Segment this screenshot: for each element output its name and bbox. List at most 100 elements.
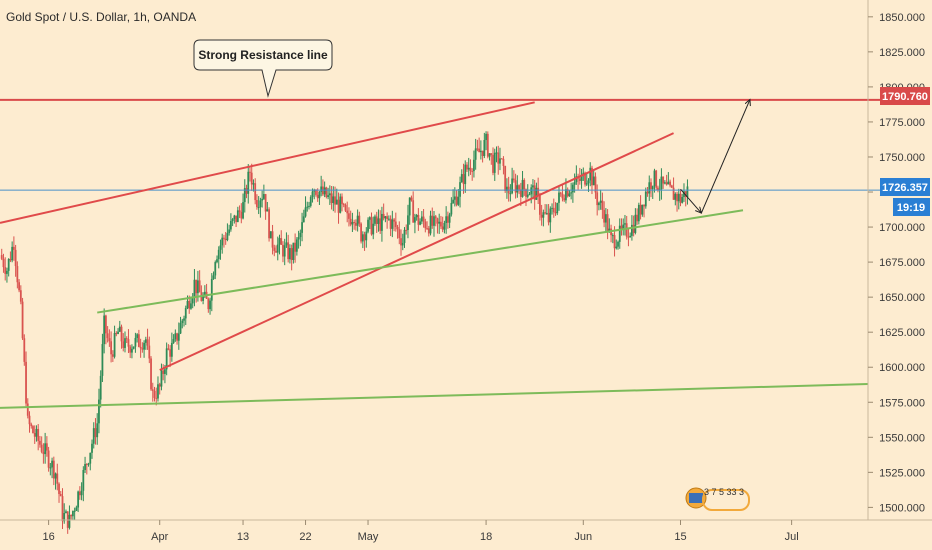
ascending-channel-upper-trendline[interactable] xyxy=(0,101,535,224)
candle-body xyxy=(328,193,331,196)
candle-body xyxy=(471,171,474,173)
candle-body xyxy=(315,189,317,195)
candle-body xyxy=(497,152,500,164)
candle-body xyxy=(70,514,73,517)
candle-body xyxy=(11,246,14,261)
candle-body xyxy=(137,334,140,347)
candle-body xyxy=(299,232,302,238)
y-tick-label: 1575.000 xyxy=(879,397,925,409)
candle-body xyxy=(412,200,415,223)
candle-body xyxy=(384,216,387,219)
candle-body xyxy=(417,215,420,225)
candle-body xyxy=(209,300,211,310)
projection-arrow[interactable] xyxy=(700,100,750,214)
candle-body xyxy=(407,215,409,230)
candle-body xyxy=(466,164,468,170)
resistance-tag-box xyxy=(880,87,930,105)
support-line-upper-trendline[interactable] xyxy=(97,209,744,314)
candle-body xyxy=(523,179,526,190)
ascending-channel-mid-trendline[interactable] xyxy=(159,132,674,371)
candle-body xyxy=(382,213,385,219)
candle-body xyxy=(370,217,373,235)
candle-body xyxy=(683,191,685,198)
y-tick-label: 1650.000 xyxy=(879,292,925,304)
candle-body xyxy=(381,213,383,231)
x-tick-label: Apr xyxy=(151,531,168,543)
candle-body xyxy=(184,308,187,319)
candle-body xyxy=(615,246,618,249)
candle-body xyxy=(23,338,26,362)
projection-arrow[interactable] xyxy=(680,188,702,213)
candle-body xyxy=(115,333,118,335)
candle-body xyxy=(677,193,680,202)
price-tag-box xyxy=(880,178,930,196)
candle-body xyxy=(176,333,178,341)
candle-body xyxy=(516,185,519,193)
candle-body xyxy=(290,248,293,261)
candle-body xyxy=(99,375,102,400)
candle-body xyxy=(49,467,52,469)
candle-body xyxy=(500,158,503,160)
candle-body xyxy=(648,182,651,194)
candle-body xyxy=(235,215,237,222)
candle-body xyxy=(306,206,309,208)
candle-body xyxy=(415,215,418,218)
candle-body xyxy=(368,217,371,220)
candle-body xyxy=(283,245,286,257)
candle-body xyxy=(578,178,581,181)
candle-body xyxy=(483,140,486,156)
candle-body xyxy=(459,182,461,197)
candle-body xyxy=(473,159,475,172)
candle-body xyxy=(117,331,119,334)
candle-body xyxy=(526,194,529,197)
candle-body xyxy=(360,223,362,242)
x-tick-label: 15 xyxy=(674,531,686,543)
candle-body xyxy=(28,415,31,425)
candle-body xyxy=(420,216,423,222)
y-tick-label: 1500.000 xyxy=(879,502,925,514)
author-badge-icon: 3 7 5 33 3 xyxy=(685,487,750,511)
candle-body xyxy=(231,219,234,221)
candle-body xyxy=(334,196,336,205)
candle-body xyxy=(193,279,196,297)
candle-body xyxy=(80,490,83,496)
candle-body xyxy=(622,224,625,230)
candle-body xyxy=(92,428,95,444)
candle-body xyxy=(587,180,590,184)
candle-body xyxy=(295,239,298,252)
candle-body xyxy=(54,473,57,479)
candle-body xyxy=(96,423,99,438)
badge-text: 3 7 5 33 3 xyxy=(704,487,744,497)
y-tick-label: 1525.000 xyxy=(879,467,925,479)
candle-body xyxy=(35,428,38,437)
candle-body xyxy=(504,165,507,192)
candle-body xyxy=(426,228,428,230)
candle-body xyxy=(372,223,375,235)
candle-body xyxy=(650,182,652,190)
candle-body xyxy=(278,238,281,245)
candle-body xyxy=(556,202,559,214)
candle-body xyxy=(122,341,125,348)
candle-body xyxy=(226,233,229,241)
support-line-lower-trendline[interactable] xyxy=(0,383,869,409)
y-tick-label: 1775.000 xyxy=(879,117,925,129)
candle-body xyxy=(476,148,479,150)
candle-body xyxy=(42,451,45,455)
candle-body xyxy=(367,219,369,232)
candle-body xyxy=(455,196,458,205)
candle-body xyxy=(58,483,60,494)
resistance-callout[interactable]: Strong Resistance line xyxy=(193,39,333,98)
candle-body xyxy=(30,424,33,427)
candle-body xyxy=(636,214,639,222)
candle-body xyxy=(580,175,583,181)
candle-body xyxy=(188,300,191,309)
candle-body xyxy=(601,200,604,210)
time-axis[interactable]: 16 Apr 13 22 May 18 Jun 15 Jul xyxy=(42,520,799,543)
price-tag-label: 1726.357 xyxy=(882,182,928,194)
candle-body xyxy=(533,185,536,200)
candle-body xyxy=(429,215,432,234)
candle-body xyxy=(571,184,574,193)
candle-body xyxy=(511,178,514,194)
candle-body xyxy=(139,346,142,349)
